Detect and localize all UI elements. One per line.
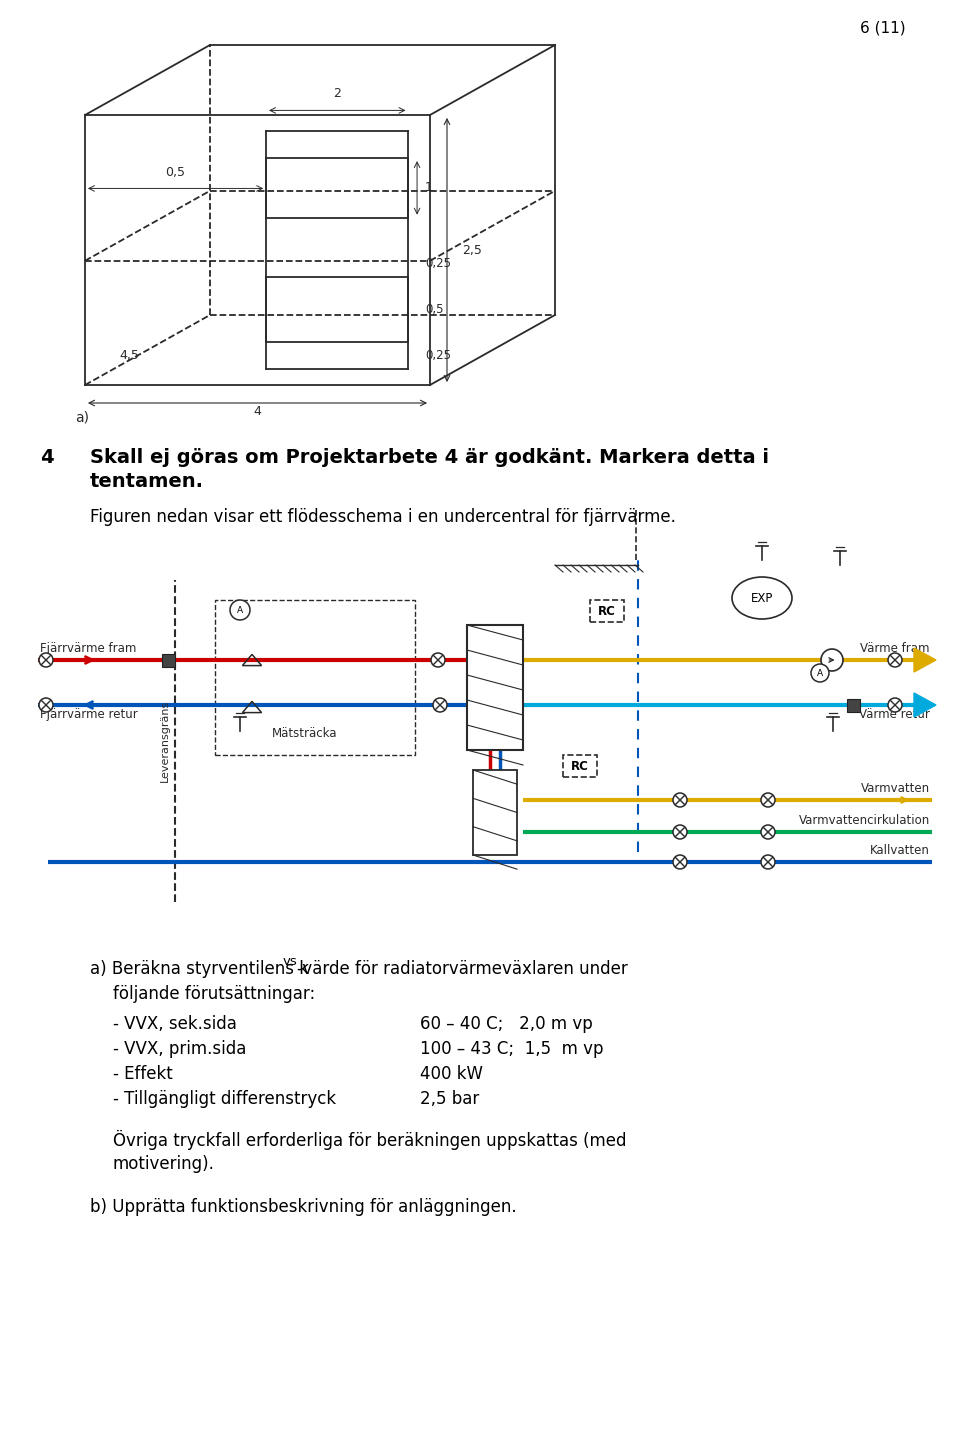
FancyBboxPatch shape [590,600,624,622]
Text: Fjärrvärme retur: Fjärrvärme retur [40,708,137,721]
Text: - Effekt: - Effekt [113,1065,173,1083]
Text: 0,25: 0,25 [425,257,451,269]
Circle shape [230,600,250,620]
Circle shape [761,856,775,868]
Text: b) Upprätta funktionsbeskrivning för anläggningen.: b) Upprätta funktionsbeskrivning för anl… [90,1198,516,1217]
Text: Värme retur: Värme retur [859,708,930,721]
Text: RC: RC [571,759,588,772]
Text: 4,5: 4,5 [120,348,139,361]
Text: 1: 1 [425,182,433,195]
Text: EXP: EXP [751,592,773,605]
Text: 60 – 40 C;   2,0 m vp: 60 – 40 C; 2,0 m vp [420,1015,592,1033]
Circle shape [761,825,775,838]
Circle shape [888,698,902,712]
Text: -värde för radiatorvärmeväxlaren under: -värde för radiatorvärmeväxlaren under [297,960,628,977]
Text: Kallvatten: Kallvatten [870,844,930,857]
Text: A: A [817,669,823,678]
Text: 0,5: 0,5 [425,302,444,315]
Text: RC: RC [598,605,616,618]
Text: 4: 4 [40,449,54,467]
Circle shape [39,698,53,712]
Ellipse shape [732,577,792,619]
Circle shape [761,792,775,807]
Circle shape [673,856,687,868]
Text: Övriga tryckfall erforderliga för beräkningen uppskattas (med: Övriga tryckfall erforderliga för beräkn… [113,1131,627,1151]
Polygon shape [914,694,936,716]
Text: Värme fram: Värme fram [860,642,930,655]
Circle shape [888,653,902,666]
Text: 0,25: 0,25 [425,348,451,361]
Text: Varmvatten: Varmvatten [861,782,930,795]
Circle shape [39,653,53,666]
Text: tentamen.: tentamen. [90,471,204,492]
Text: Leveransgräns: Leveransgräns [160,699,170,782]
Text: 6 (11): 6 (11) [860,20,905,34]
Bar [473,770,517,856]
Text: Fjärrvärme fram: Fjärrvärme fram [40,642,136,655]
Polygon shape [914,648,936,672]
Text: - Tillgängligt differenstryck: - Tillgängligt differenstryck [113,1091,336,1108]
Text: vs: vs [283,954,298,969]
Text: - VVX, sek.sida: - VVX, sek.sida [113,1015,237,1033]
Circle shape [433,698,447,712]
Circle shape [673,792,687,807]
Bar [161,653,175,666]
Circle shape [431,653,445,666]
Text: följande förutsättningar:: följande förutsättningar: [113,984,315,1003]
Bar [215,600,415,755]
Text: Mätsträcka: Mätsträcka [273,727,338,739]
Text: Skall ej göras om Projektarbete 4 är godkänt. Markera detta i: Skall ej göras om Projektarbete 4 är god… [90,449,769,467]
Bar [467,625,523,749]
Text: a) Beräkna styrventilens k: a) Beräkna styrventilens k [90,960,309,977]
Text: A: A [237,606,243,615]
Circle shape [811,663,829,682]
Text: 2: 2 [333,87,341,100]
Text: - VVX, prim.sida: - VVX, prim.sida [113,1040,247,1058]
Circle shape [673,825,687,838]
Text: motivering).: motivering). [113,1155,215,1174]
FancyBboxPatch shape [563,755,597,777]
Text: Varmvattencirkulation: Varmvattencirkulation [799,814,930,827]
Text: 2,5: 2,5 [462,244,482,257]
Text: 2,5 bar: 2,5 bar [420,1091,479,1108]
Text: 4: 4 [253,404,261,417]
Circle shape [821,649,843,671]
Text: Figuren nedan visar ett flödesschema i en undercentral för fjärrvärme.: Figuren nedan visar ett flödesschema i e… [90,509,676,526]
Text: 400 kW: 400 kW [420,1065,483,1083]
Bar [847,698,859,712]
Text: 0,5: 0,5 [165,166,185,179]
Text: a): a) [75,410,89,424]
Text: 100 – 43 C;  1,5  m vp: 100 – 43 C; 1,5 m vp [420,1040,604,1058]
